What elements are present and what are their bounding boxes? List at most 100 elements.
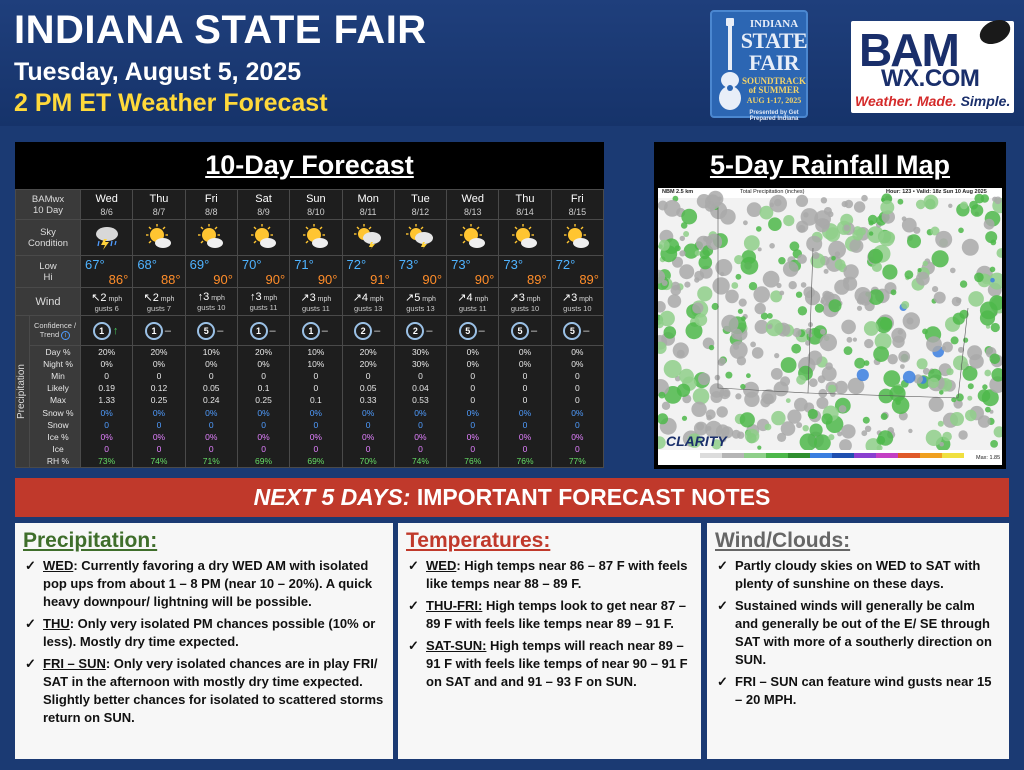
wind-speed-value: 3 — [203, 291, 210, 303]
precip-rh-value: 71% — [202, 455, 220, 466]
trend-arrow-icon: – — [374, 324, 381, 337]
wind-direction-icon: ↖ — [143, 291, 153, 304]
wind-cell: ↗3 mph gusts 11 — [289, 287, 343, 316]
wind-row: Wind ↖2 mph gusts 6 ↖2 mph gusts 7 ↑3 mph gust… — [14, 287, 605, 316]
confidence-cell: 1 – — [236, 315, 291, 346]
wind-gusts: gusts 10 — [510, 303, 540, 313]
wind-label: Wind — [14, 287, 82, 316]
precip-min-value: 0 — [470, 371, 476, 382]
precip-day-value: 0% — [466, 347, 479, 358]
sun-cloud-icon — [198, 223, 224, 248]
bamwx-logo-text: BAM — [859, 24, 960, 76]
precip-day-value: 10% — [202, 347, 220, 358]
precipitation-values: 20% 0% 0 0.19 1.33 0% 0 0% 0 73% — [80, 345, 134, 468]
day-header: Thu 8/14 — [498, 189, 552, 220]
sun-cloud-icon — [302, 223, 328, 248]
rainfall-map-panel: 5-Day Rainfall Map NBM 2.5 km Total Prec… — [654, 142, 1006, 469]
wind-speed-value: 4 — [466, 291, 473, 304]
low-label: Low — [39, 260, 57, 272]
precipitation-row-label: Min — [51, 371, 65, 382]
note-lead: SAT-SUN: — [426, 638, 487, 653]
fair-logo-text: Presented by Get Prepared Indiana — [749, 110, 799, 122]
note-item: Sustained winds will generally be calm a… — [715, 597, 1001, 669]
precip-max-value: 1.33 — [98, 395, 115, 406]
notes-banner-lead: NEXT 5 DAYS: — [253, 484, 411, 510]
wind-unit: mph — [158, 295, 175, 303]
precip-night-value: 20% — [359, 359, 377, 370]
guitar-icon — [719, 18, 741, 110]
high-temp: 88° — [160, 271, 181, 287]
confidence-cell: 5 – — [498, 315, 552, 346]
note-text: : Currently favoring a dry WED AM with i… — [43, 558, 373, 609]
precip-night-value: 0% — [152, 359, 166, 370]
wind-direction-icon: ↑ — [197, 291, 204, 303]
confidence-score: 2 — [354, 321, 373, 340]
note-item: THU: Only very isolated PM chances possi… — [23, 615, 385, 651]
map-max-label: Max: 1.85 — [976, 455, 1001, 461]
sun-cloud-icon — [512, 223, 538, 248]
wind-direction-icon: ↗ — [509, 291, 519, 304]
precip-snow-value: 0 — [418, 419, 423, 430]
wind-speed-value: 4 — [361, 291, 369, 304]
sun-cloud-icon — [459, 223, 485, 248]
low-temp: 67° — [85, 256, 105, 272]
note-item: WED: High temps near 86 – 87 F with feel… — [406, 557, 693, 593]
wind-direction-icon: ↗ — [404, 291, 415, 304]
confidence-cell: 5 – — [184, 315, 238, 346]
sky-label-line2: Condition — [27, 237, 69, 249]
low-temp: 73° — [503, 256, 524, 272]
wind-direction-icon: ↗ — [561, 291, 572, 304]
precip-min-value: 0 — [313, 371, 319, 382]
note-item: FRI – SUN: Only very isolated chances ar… — [23, 655, 385, 727]
info-icon[interactable]: i — [61, 331, 71, 340]
confidence-score: 5 — [563, 321, 582, 340]
precip-ice-value: 0 — [208, 443, 214, 454]
precip-icep-value: 0% — [100, 431, 113, 442]
precip-min-value: 0 — [156, 371, 162, 382]
day-header: Thu 8/7 — [132, 189, 186, 220]
trend-arrow-icon: – — [583, 324, 590, 337]
precip-snow-value: 0 — [104, 419, 110, 430]
sky-condition-cell — [132, 219, 186, 256]
trend-arrow-icon: – — [426, 324, 433, 337]
precip-night-value: 0% — [100, 359, 113, 370]
rainfall-map-title: 5-Day Rainfall Map — [654, 142, 1006, 188]
confidence-cell: 1 – — [132, 315, 186, 346]
forecast-date: Tuesday, August 5, 2025 — [14, 58, 302, 86]
precip-snowp-value: 0% — [362, 407, 375, 418]
wind-speed-value: 3 — [255, 291, 262, 303]
sun-cloud-icon — [145, 223, 171, 248]
day-date: 8/11 — [359, 206, 377, 217]
temperature-notes-card: Temperatures: WED: High temps near 86 – … — [398, 523, 701, 759]
wind-unit: mph — [368, 295, 384, 303]
precip-rh-value: 76% — [464, 455, 482, 466]
bamwx-domain: WX.COM — [881, 65, 980, 92]
precip-snow-value: 0 — [574, 419, 580, 430]
day-header: Wed 8/6 — [80, 189, 134, 220]
precip-min-value: 0 — [365, 371, 371, 382]
note-text: High temps will reach near 89 – 91 F wit… — [426, 638, 688, 689]
precip-snowp-value: 0% — [152, 407, 166, 418]
precipitation-values: 10% 10% 0 0 0.1 0% 0 0% 0 69% — [289, 345, 343, 468]
note-lead: WED — [426, 558, 457, 573]
wind-direction-icon: ↖ — [91, 291, 101, 304]
precipitation-values: 30% 30% 0 0.04 0.53 0% 0 0% 0 74% — [393, 345, 448, 468]
notes-banner-rest: IMPORTANT FORECAST NOTES — [410, 484, 771, 510]
precip-icep-value: 0% — [257, 431, 270, 442]
wind-cell: ↖2 mph gusts 6 — [80, 287, 134, 316]
note-text: : Only very isolated PM chances possible… — [43, 616, 376, 649]
precip-rh-value: 74% — [150, 455, 168, 466]
precip-snowp-value: 0% — [518, 407, 532, 418]
precip-snow-value: 0 — [156, 419, 162, 430]
precip-day-value: 20% — [98, 347, 116, 358]
precip-rh-value: 69% — [307, 455, 325, 466]
sun-storm-icon — [406, 223, 434, 250]
wind-cell: ↗3 mph gusts 10 — [498, 287, 552, 316]
precip-night-value: 0% — [205, 359, 218, 370]
low-temp: 71° — [294, 256, 314, 272]
wind-speed: ↗3 mph — [290, 291, 341, 304]
precip-ice-value: 0 — [156, 443, 162, 454]
wind-cell: ↗4 mph gusts 11 — [446, 287, 500, 316]
day-name: Tue — [411, 192, 430, 205]
wind-direction-icon: ↗ — [457, 291, 467, 304]
